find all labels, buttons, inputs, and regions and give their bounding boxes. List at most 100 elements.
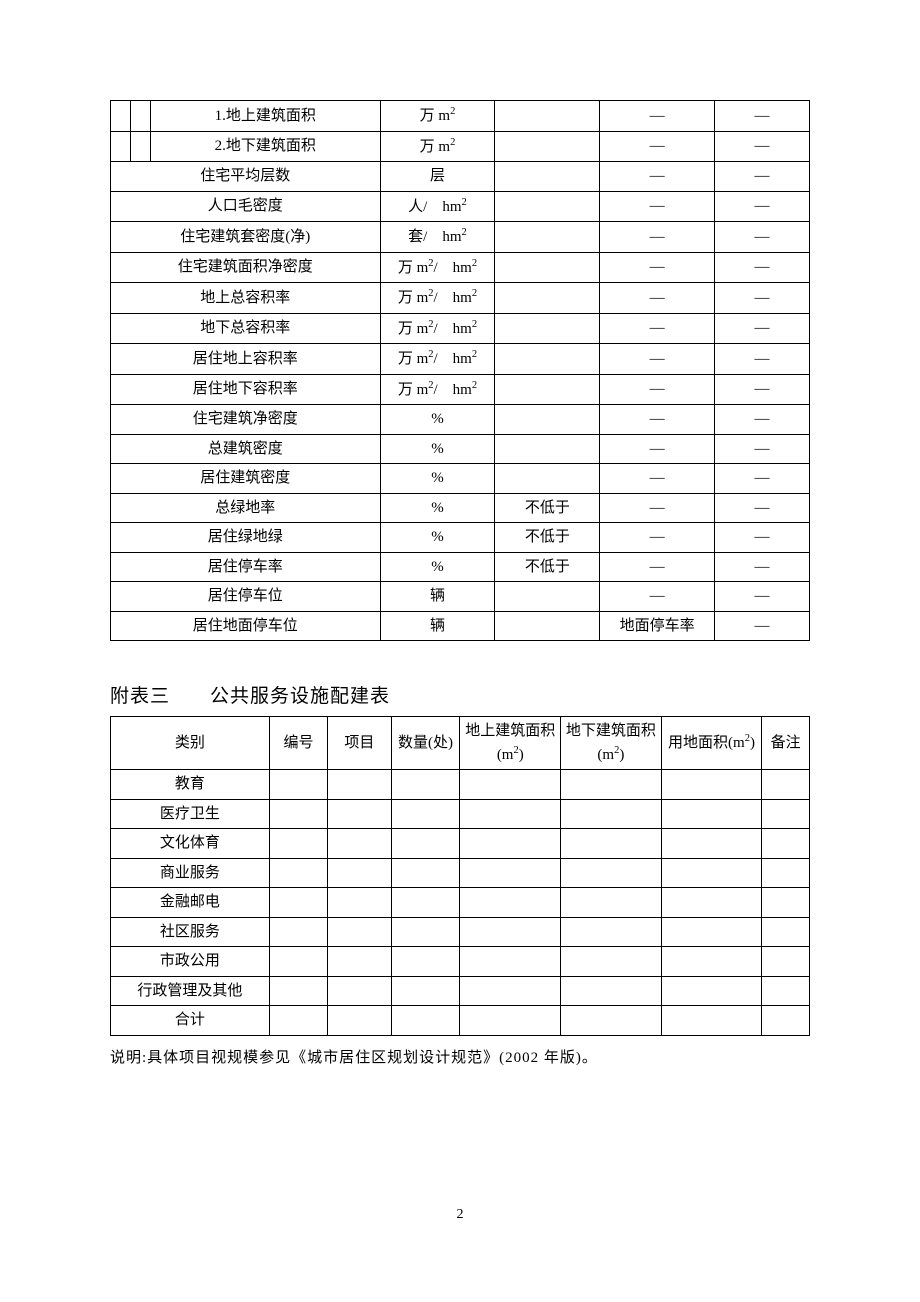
row-value: —: [600, 523, 715, 553]
empty-cell: [391, 799, 460, 829]
facilities-table: 类别编号项目数量(处)地上建筑面积(m2)地下建筑面积(m2)用地面积(m2)备…: [110, 716, 810, 1036]
empty-cell: [391, 947, 460, 977]
row-value: —: [715, 344, 810, 375]
empty-cell: [269, 770, 327, 800]
empty-cell: [762, 829, 810, 859]
row-value: —: [715, 252, 810, 283]
row-value: [495, 434, 600, 464]
row-label: 居住停车率: [111, 552, 381, 582]
row-value: —: [715, 191, 810, 222]
row-label: 住宅建筑净密度: [111, 405, 381, 435]
table-row: 居住绿地绿%不低于——: [111, 523, 810, 553]
empty-cell: [391, 1006, 460, 1036]
row-value: 地面停车率: [600, 611, 715, 641]
row-value: [495, 191, 600, 222]
category-cell: 金融邮电: [111, 888, 270, 918]
row-value: —: [600, 464, 715, 494]
table-row: 行政管理及其他: [111, 976, 810, 1006]
row-value: —: [600, 405, 715, 435]
row-value: —: [600, 344, 715, 375]
row-unit: %: [380, 405, 495, 435]
empty-cell: [561, 799, 662, 829]
table-header-row: 类别编号项目数量(处)地上建筑面积(m2)地下建筑面积(m2)用地面积(m2)备…: [111, 717, 810, 770]
empty-cell: [561, 858, 662, 888]
empty-cell: [460, 1006, 561, 1036]
empty-cell: [561, 917, 662, 947]
row-value: —: [715, 493, 810, 523]
empty-cell: [391, 829, 460, 859]
table-row: 社区服务: [111, 917, 810, 947]
empty-cell: [460, 770, 561, 800]
empty-cell: [328, 770, 392, 800]
row-label: 住宅平均层数: [111, 162, 381, 192]
empty-cell: [661, 1006, 762, 1036]
empty-cell: [269, 799, 327, 829]
row-unit: %: [380, 434, 495, 464]
empty-cell: [561, 1006, 662, 1036]
empty-cell: [661, 829, 762, 859]
row-value: —: [715, 434, 810, 464]
row-label: 总建筑密度: [111, 434, 381, 464]
empty-cell: [561, 947, 662, 977]
row-unit: 人/ hm2: [380, 191, 495, 222]
empty-cell: [762, 770, 810, 800]
table-row: 医疗卫生: [111, 799, 810, 829]
row-value: —: [600, 313, 715, 344]
empty-cell: [561, 976, 662, 1006]
row-value: [495, 222, 600, 253]
row-value: —: [600, 162, 715, 192]
row-unit: %: [380, 552, 495, 582]
header-cell: 地下建筑面积(m2): [561, 717, 662, 770]
row-value: —: [600, 552, 715, 582]
explanation-text: 说明:具体项目视规模参见《城市居住区规划设计规范》(2002 年版)。: [110, 1046, 810, 1067]
empty-cell: [328, 917, 392, 947]
header-cell: 数量(处): [391, 717, 460, 770]
row-value: [495, 464, 600, 494]
row-value: —: [600, 374, 715, 405]
row-unit: 套/ hm2: [380, 222, 495, 253]
empty-cell: [328, 829, 392, 859]
empty-cell: [661, 976, 762, 1006]
header-cell: 项目: [328, 717, 392, 770]
empty-cell: [269, 888, 327, 918]
empty-cell: [269, 829, 327, 859]
row-value: —: [715, 552, 810, 582]
row-value: [495, 582, 600, 612]
row-value: [495, 162, 600, 192]
empty-cell: [328, 799, 392, 829]
category-cell: 教育: [111, 770, 270, 800]
row-value: —: [600, 191, 715, 222]
table-row: 1.地上建筑面积万 m2——: [111, 101, 810, 132]
row-unit: 层: [380, 162, 495, 192]
empty-cell: [762, 917, 810, 947]
empty-cell: [328, 888, 392, 918]
row-value: —: [715, 101, 810, 132]
header-cell: 编号: [269, 717, 327, 770]
row-value: 不低于: [495, 493, 600, 523]
row-label: 地上总容积率: [111, 283, 381, 314]
row-value: —: [600, 101, 715, 132]
table-row: 居住停车率%不低于——: [111, 552, 810, 582]
empty-cell: [328, 947, 392, 977]
category-cell: 行政管理及其他: [111, 976, 270, 1006]
table-row: 住宅平均层数层——: [111, 162, 810, 192]
category-cell: 文化体育: [111, 829, 270, 859]
empty-cell: [561, 770, 662, 800]
row-value: [495, 252, 600, 283]
table2-heading: 附表三 公共服务设施配建表: [110, 681, 810, 708]
row-value: —: [715, 523, 810, 553]
empty-cell: [460, 829, 561, 859]
row-value: —: [715, 313, 810, 344]
empty-cell: [661, 947, 762, 977]
indent-cell: [111, 101, 131, 132]
row-label: 居住地下容积率: [111, 374, 381, 405]
table-row: 居住地上容积率万 m2/ hm2——: [111, 344, 810, 375]
empty-cell: [391, 858, 460, 888]
row-label: 人口毛密度: [111, 191, 381, 222]
indent-cell: [130, 101, 150, 132]
row-label: 住宅建筑面积净密度: [111, 252, 381, 283]
empty-cell: [762, 888, 810, 918]
row-unit: %: [380, 493, 495, 523]
empty-cell: [460, 858, 561, 888]
header-cell: 备注: [762, 717, 810, 770]
